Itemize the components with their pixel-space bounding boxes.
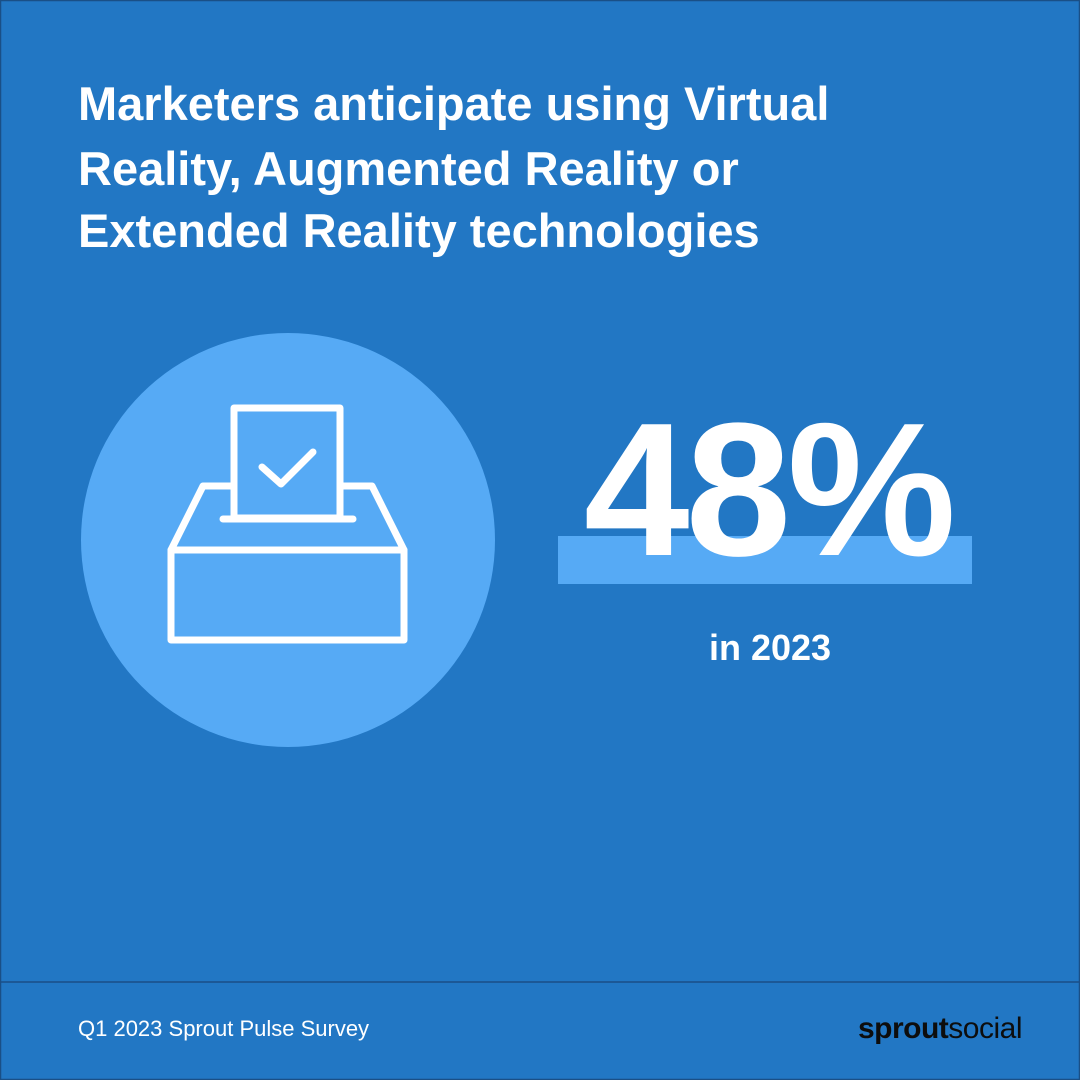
icon-circle: [81, 333, 495, 747]
ballot-box-icon: [167, 404, 408, 644]
stat-highlight: [558, 536, 972, 584]
source: Q1 2023 Sprout Pulse Survey: [78, 1016, 369, 1041]
logo: sproutsocial: [858, 1012, 1022, 1045]
stat-caption: in 2023: [709, 627, 831, 668]
stat-value: 48%: [584, 384, 952, 596]
title-line: Marketers anticipate using Virtual: [78, 77, 829, 130]
logo-light: social: [948, 1012, 1022, 1045]
title-line: Extended Reality technologies: [78, 204, 760, 257]
title-line: Reality, Augmented Reality or: [78, 142, 739, 195]
logo-bold: sprout: [858, 1012, 949, 1045]
